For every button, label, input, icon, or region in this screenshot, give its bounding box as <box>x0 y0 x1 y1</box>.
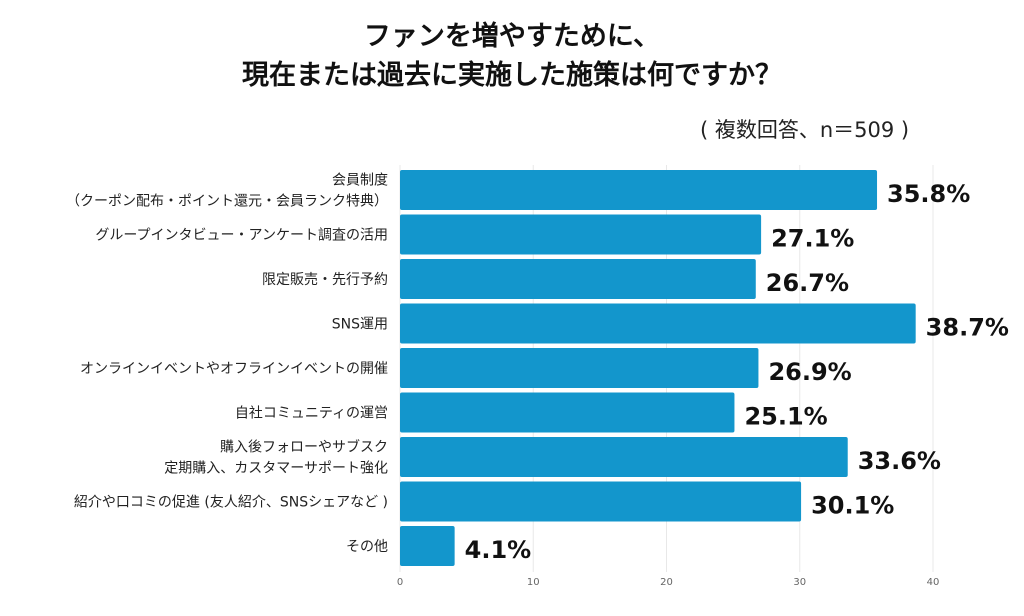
sample-note: ( 複数回答、n＝509 ) <box>700 118 910 142</box>
category-label: 会員制度 <box>332 173 388 189</box>
x-tick-label: 40 <box>927 577 940 588</box>
chart-title-line-2: 現在または過去に実施した施策は何ですか？ <box>242 60 782 91</box>
data-label: 33.6% <box>858 447 941 475</box>
bar <box>400 526 455 566</box>
bar <box>400 481 802 522</box>
data-label: 25.1% <box>744 403 827 431</box>
bar <box>400 259 756 299</box>
category-label: その他 <box>346 539 388 555</box>
chart-title-line-1: ファンを増やすために、 <box>363 21 661 52</box>
bar <box>400 348 759 388</box>
data-label: 26.9% <box>768 358 851 386</box>
x-tick-label: 0 <box>397 577 403 588</box>
bar <box>400 303 916 344</box>
data-label: 27.1% <box>771 225 854 253</box>
category-label: オンラインイベントやオフラインイベントの開催 <box>80 361 388 377</box>
data-label: 26.7% <box>766 269 849 297</box>
category-label: 購入後フォローやサブスク <box>220 439 388 456</box>
bar <box>400 437 848 477</box>
data-label: 35.8% <box>887 180 970 208</box>
category-label: 限定販売・先行予約 <box>262 272 388 288</box>
category-label: グループインタビュー・アンケート調査の活用 <box>95 228 388 244</box>
x-tick-label: 20 <box>660 577 673 588</box>
data-label: 30.1% <box>811 492 894 520</box>
bar <box>400 214 762 255</box>
category-label: SNS運用 <box>332 317 388 333</box>
category-label: 定期購入、カスタマーサポート強化 <box>164 461 388 477</box>
x-tick-label: 30 <box>793 577 806 588</box>
category-label: 紹介や口コミの促進 (友人紹介、SNSシェアなど ) <box>74 495 388 511</box>
data-label: 4.1% <box>465 536 532 564</box>
bar <box>400 170 878 210</box>
bar <box>400 392 735 433</box>
category-label: 自社コミュニティの運営 <box>235 406 388 422</box>
data-label: 38.7% <box>926 314 1009 342</box>
x-tick-label: 10 <box>527 577 540 588</box>
category-label: （クーポン配布・ポイント還元・会員ランク特典） <box>66 194 388 210</box>
